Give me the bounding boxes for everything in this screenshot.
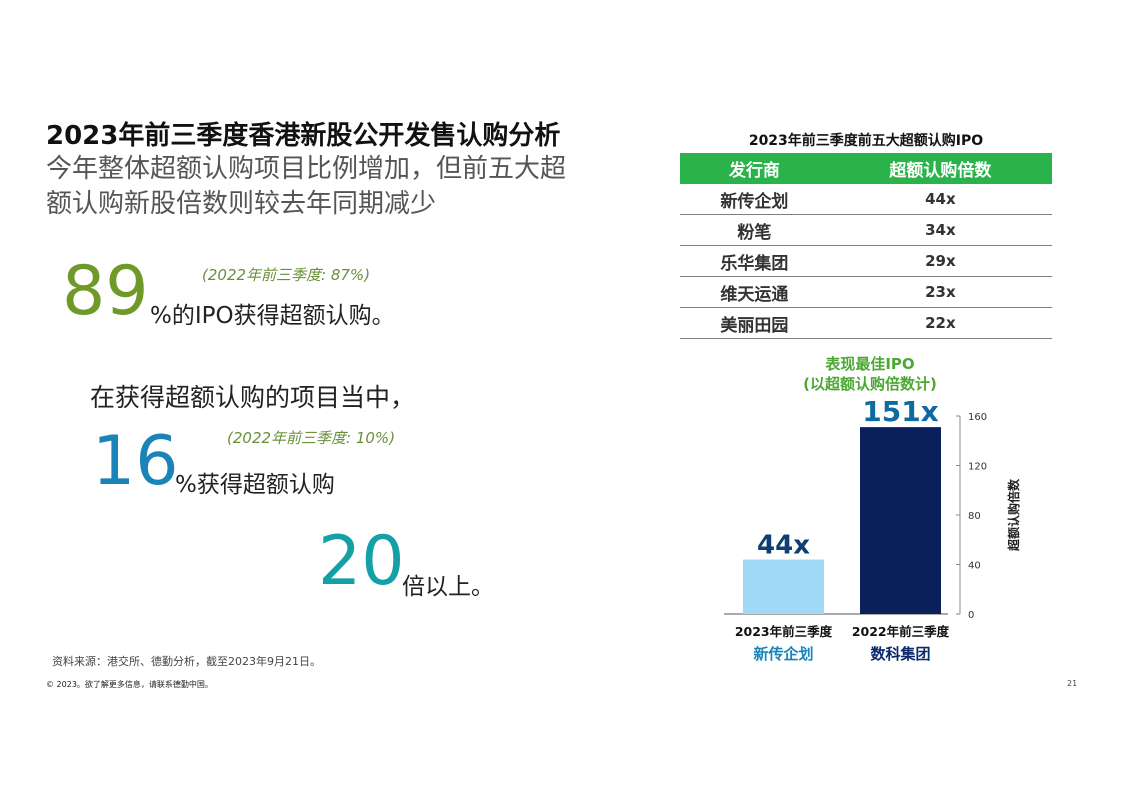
table-row: 美丽田园 22x bbox=[680, 307, 1052, 339]
table-row: 粉笔 34x bbox=[680, 214, 1052, 246]
x-category-label: 2023年前三季度 bbox=[735, 624, 833, 639]
y-tick-label: 120 bbox=[968, 462, 987, 473]
y-tick-label: 160 bbox=[968, 412, 987, 423]
table-row: 乐华集团 29x bbox=[680, 245, 1052, 277]
top5-ipo-table: 发行商 超额认购倍数 新传企划 44x 粉笔 34x 乐华集团 29x 维天运通… bbox=[680, 153, 1052, 339]
issuer-cell: 粉笔 bbox=[680, 214, 829, 246]
source-note: 资料来源：港交所、德勤分析，截至2023年9月21日。 bbox=[52, 655, 321, 668]
x-category-label: 2022年前三季度 bbox=[852, 624, 950, 639]
bar-data-label: 151x bbox=[862, 395, 939, 428]
multiple-cell: 34x bbox=[828, 214, 1052, 246]
issuer-cell: 新传企划 bbox=[680, 184, 829, 215]
x-category-sublabel: 新传企划 bbox=[753, 645, 813, 663]
stat3-text: 倍以上。 bbox=[402, 574, 494, 600]
multiple-cell: 44x bbox=[828, 184, 1052, 215]
stat1-text: %的IPO获得超额认购。 bbox=[150, 303, 395, 329]
bar bbox=[860, 427, 941, 614]
y-axis-label: 超额认购倍数 bbox=[1006, 478, 1021, 552]
stat2-number: 16 bbox=[92, 422, 179, 501]
table-header-row: 发行商 超额认购倍数 bbox=[680, 153, 1052, 184]
stat3-number: 20 bbox=[318, 522, 405, 601]
y-tick-label: 80 bbox=[968, 511, 981, 522]
issuer-cell: 美丽田园 bbox=[680, 307, 829, 339]
x-category-sublabel: 数科集团 bbox=[870, 645, 930, 663]
multiple-cell: 22x bbox=[828, 307, 1052, 339]
stat1-number: 89 bbox=[62, 252, 149, 331]
chart-subtitle: (以超额认购倍数计) bbox=[803, 375, 937, 393]
stat2-text: %获得超额认购 bbox=[175, 472, 335, 498]
page-number: 21 bbox=[1067, 679, 1078, 688]
table-header-issuer: 发行商 bbox=[680, 153, 829, 184]
stat2-intro: 在获得超额认购的项目当中， bbox=[90, 383, 416, 412]
table-row: 新传企划 44x bbox=[680, 184, 1052, 215]
stat1-previous: (2022年前三季度: 87%) bbox=[202, 266, 371, 284]
page-subtitle-line2: 额认购新股倍数则较去年同期减少 bbox=[46, 189, 437, 219]
bar-data-label: 44x bbox=[757, 531, 810, 561]
issuer-cell: 乐华集团 bbox=[680, 245, 829, 277]
stat2-previous: (2022年前三季度: 10%) bbox=[227, 429, 396, 447]
chart-title: 表现最佳IPO bbox=[825, 355, 915, 373]
y-tick-label: 0 bbox=[968, 610, 974, 621]
table-title: 2023年前三季度前五大超额认购IPO bbox=[748, 133, 984, 149]
bar bbox=[743, 559, 824, 614]
multiple-cell: 29x bbox=[828, 245, 1052, 277]
copyright: © 2023。欲了解更多信息，请联系德勤中国。 bbox=[46, 680, 213, 689]
table-row: 维天运通 23x bbox=[680, 276, 1052, 308]
issuer-cell: 维天运通 bbox=[680, 276, 829, 308]
multiple-cell: 23x bbox=[828, 276, 1052, 308]
page-title: 2023年前三季度香港新股公开发售认购分析 bbox=[46, 121, 561, 151]
table-header-multiple: 超额认购倍数 bbox=[828, 153, 1052, 184]
page-subtitle-line1: 今年整体超额认购项目比例增加，但前五大超 bbox=[46, 154, 567, 184]
y-tick-label: 40 bbox=[968, 561, 981, 572]
